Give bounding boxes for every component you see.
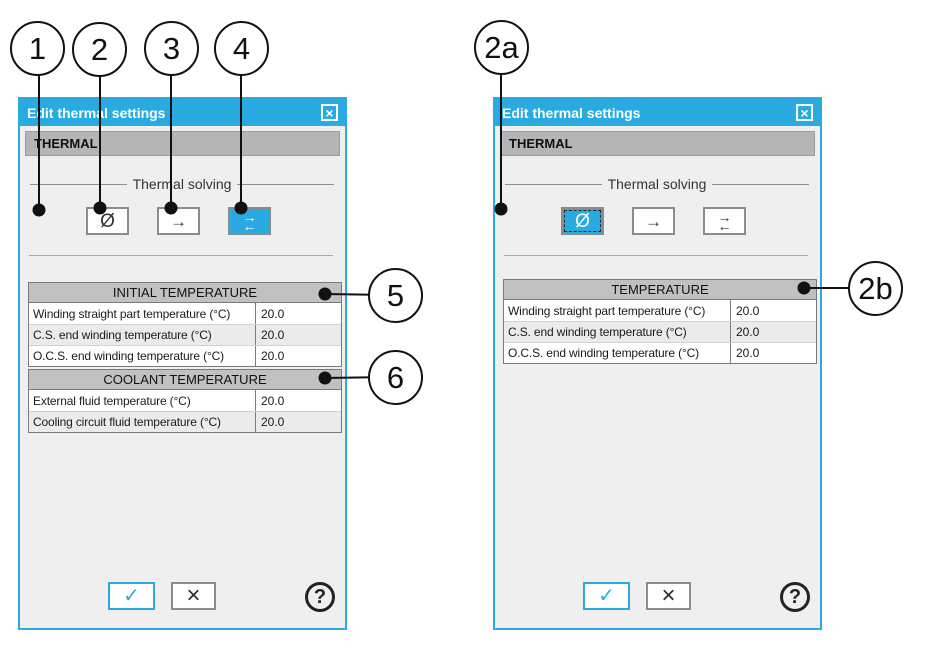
titlebar: Edit thermal settings ×	[20, 99, 345, 126]
coolant-temperature-table: COOLANT TEMPERATURE External fluid tempe…	[28, 369, 342, 433]
thermal-solving-label: Thermal solving	[132, 176, 232, 192]
thermal-section-header: THERMAL	[500, 131, 815, 156]
no-solving-button[interactable]: Ø	[561, 207, 604, 235]
close-icon: ×	[325, 104, 334, 121]
check-icon: ✓	[123, 585, 140, 607]
callout-2a: 2a	[474, 20, 529, 75]
separator-line	[504, 255, 808, 256]
titlebar: Edit thermal settings ×	[495, 99, 820, 126]
table-row: C.S. end winding temperature (°C) 20.0	[504, 321, 816, 342]
groupbox-line-right	[712, 183, 810, 185]
table-header: TEMPERATURE	[504, 280, 816, 300]
initial-temperature-table: INITIAL TEMPERATURE Winding straight par…	[28, 282, 342, 367]
right-arrow-icon: →	[645, 211, 662, 231]
left-arrow-icon: ←	[242, 217, 257, 234]
table-row: O.C.S. end winding temperature (°C) 20.0	[504, 342, 816, 363]
thermal-solving-groupbox: Thermal solving	[30, 174, 335, 194]
thermal-solving-groupbox: Thermal solving	[505, 174, 810, 194]
confirm-button[interactable]: ✓	[108, 582, 155, 610]
row-value[interactable]: 20.0	[255, 303, 341, 324]
help-button[interactable]: ?	[780, 582, 810, 612]
temperature-table: TEMPERATURE Winding straight part temper…	[503, 279, 817, 364]
table-row: External fluid temperature (°C) 20.0	[29, 390, 341, 411]
table-row: Cooling circuit fluid temperature (°C) 2…	[29, 411, 341, 432]
row-label: C.S. end winding temperature (°C)	[508, 325, 687, 339]
table-header: INITIAL TEMPERATURE	[29, 283, 341, 303]
thermal-section-header: THERMAL	[25, 131, 340, 156]
row-value[interactable]: 20.0	[255, 390, 341, 411]
help-button[interactable]: ?	[305, 582, 335, 612]
groupbox-line-left	[30, 183, 127, 185]
dialog-title: Edit thermal settings	[27, 104, 166, 121]
question-mark-icon: ?	[313, 586, 327, 608]
callout-6: 6	[368, 350, 423, 405]
callout-2b: 2b	[848, 261, 903, 316]
table-row: Winding straight part temperature (°C) 2…	[29, 303, 341, 324]
table-header: COOLANT TEMPERATURE	[29, 370, 341, 390]
no-solving-button[interactable]: Ø	[86, 207, 129, 235]
close-icon: ×	[800, 104, 809, 121]
row-label: Winding straight part temperature (°C)	[508, 303, 706, 318]
cancel-button[interactable]: ×	[171, 582, 216, 610]
thermal-solving-buttons: Ø → → ←	[86, 207, 271, 235]
edit-thermal-settings-dialog-left: Edit thermal settings × THERMAL Thermal …	[18, 97, 347, 630]
row-value[interactable]: 20.0	[255, 346, 341, 366]
right-arrow-icon: →	[170, 211, 187, 231]
cancel-button[interactable]: ×	[646, 582, 691, 610]
callout-1: 1	[10, 21, 65, 76]
row-value[interactable]: 20.0	[730, 343, 816, 363]
bidirectional-button[interactable]: → ←	[228, 207, 271, 235]
row-value[interactable]: 20.0	[730, 322, 816, 342]
close-button[interactable]: ×	[321, 104, 338, 121]
callout-4: 4	[214, 21, 269, 76]
check-icon: ✓	[598, 585, 615, 607]
groupbox-line-right	[237, 183, 335, 185]
row-label: Cooling circuit fluid temperature (°C)	[33, 415, 221, 429]
separator-line	[29, 255, 333, 256]
row-label: O.C.S. end winding temperature (°C)	[508, 346, 699, 360]
row-label: External fluid temperature (°C)	[33, 393, 191, 408]
edit-thermal-settings-dialog-right: Edit thermal settings × THERMAL Thermal …	[493, 97, 822, 630]
callout-3: 3	[144, 21, 199, 76]
row-label: C.S. end winding temperature (°C)	[33, 328, 212, 342]
question-mark-icon: ?	[788, 586, 802, 608]
callout-2: 2	[72, 22, 127, 77]
table-row: Winding straight part temperature (°C) 2…	[504, 300, 816, 321]
dialog-title: Edit thermal settings	[502, 104, 641, 121]
right-arrow-icon: →	[717, 208, 732, 225]
groupbox-line-left	[505, 183, 602, 185]
table-row: C.S. end winding temperature (°C) 20.0	[29, 324, 341, 345]
slashed-circle-icon: Ø	[575, 210, 590, 232]
row-label: Winding straight part temperature (°C)	[33, 306, 231, 321]
table-row: O.C.S. end winding temperature (°C) 20.0	[29, 345, 341, 366]
slashed-circle-icon: Ø	[100, 210, 115, 232]
row-value[interactable]: 20.0	[730, 300, 816, 321]
close-button[interactable]: ×	[796, 104, 813, 121]
thermal-solving-buttons: Ø → → ←	[561, 207, 746, 235]
row-value[interactable]: 20.0	[255, 412, 341, 432]
row-label: O.C.S. end winding temperature (°C)	[33, 349, 224, 363]
bidirectional-button[interactable]: → ←	[703, 207, 746, 235]
callout-5: 5	[368, 268, 423, 323]
row-value[interactable]: 20.0	[255, 325, 341, 345]
one-directional-button[interactable]: →	[157, 207, 200, 235]
confirm-button[interactable]: ✓	[583, 582, 630, 610]
x-icon: ×	[186, 582, 201, 609]
left-arrow-icon: ←	[717, 217, 732, 234]
x-icon: ×	[661, 582, 676, 609]
one-directional-button[interactable]: →	[632, 207, 675, 235]
thermal-solving-label: Thermal solving	[607, 176, 707, 192]
